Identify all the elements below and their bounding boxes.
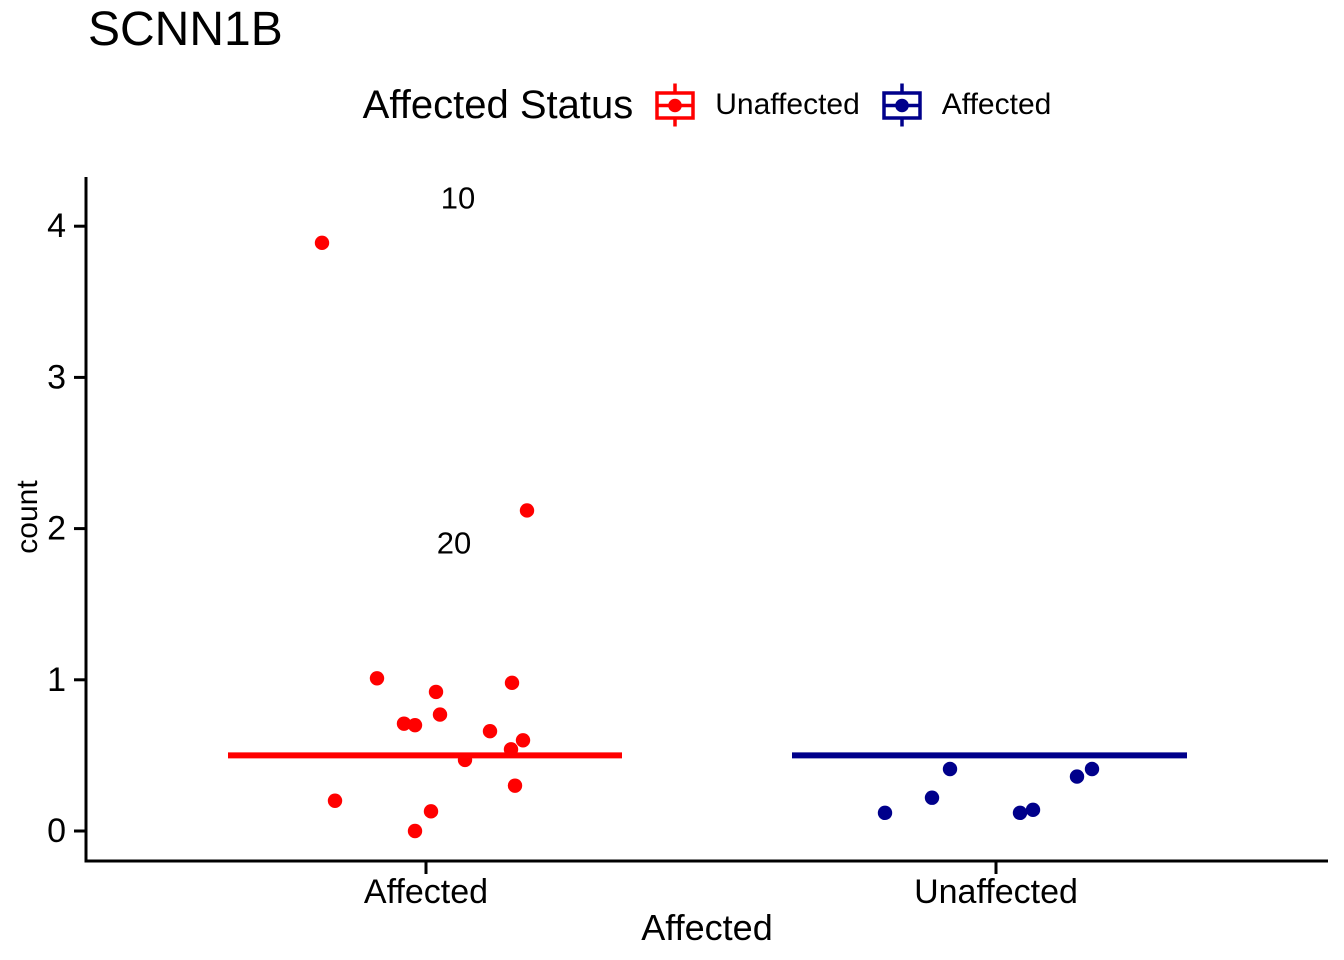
x-tick-label: Affected xyxy=(364,873,488,911)
y-tick-label: 4 xyxy=(47,207,66,245)
annotation-label: 10 xyxy=(441,181,475,216)
legend-title: Affected Status xyxy=(362,83,634,127)
data-point-unaffected xyxy=(432,707,448,722)
boxplot-key-icon xyxy=(655,83,695,127)
data-point-affected xyxy=(877,805,893,821)
data-point-unaffected xyxy=(503,742,519,757)
data-point-unaffected xyxy=(504,675,520,691)
data-point-unaffected xyxy=(482,724,498,739)
data-point-affected xyxy=(1084,761,1100,777)
data-point-unaffected xyxy=(327,793,343,808)
data-point-unaffected xyxy=(515,733,531,748)
data-point-affected xyxy=(924,790,940,805)
data-point-unaffected xyxy=(457,752,473,768)
legend-label-affected: Affected xyxy=(941,88,1052,121)
data-point-unaffected xyxy=(369,671,385,686)
y-tick-label: 1 xyxy=(47,661,66,699)
data-point-unaffected xyxy=(407,717,423,733)
data-point-unaffected xyxy=(314,235,330,251)
data-point-unaffected xyxy=(396,716,412,731)
legend: Affected Status Unaffected Affected xyxy=(86,82,1328,128)
y-tick-label: 2 xyxy=(47,510,66,548)
legend-label-unaffected: Unaffected xyxy=(715,88,860,121)
x-axis-title: Affected xyxy=(641,907,773,948)
data-point-unaffected xyxy=(428,684,444,700)
data-point-unaffected xyxy=(519,503,535,518)
data-point-unaffected xyxy=(423,804,439,819)
y-tick-label: 0 xyxy=(47,812,66,850)
data-point-affected xyxy=(942,761,958,777)
boxplot-key-icon xyxy=(882,83,922,127)
data-point-affected xyxy=(1025,802,1041,818)
legend-item-affected: Affected xyxy=(882,82,1052,128)
y-tick-label: 3 xyxy=(47,358,66,396)
data-point-unaffected xyxy=(507,778,523,793)
data-point-affected xyxy=(1069,769,1085,784)
data-point-unaffected xyxy=(407,823,423,839)
plot-title: SCNN1B xyxy=(88,3,283,56)
x-tick-label: Unaffected xyxy=(914,873,1078,911)
legend-item-unaffected: Unaffected xyxy=(655,82,860,128)
annotation-label: 20 xyxy=(437,526,471,561)
data-point-affected xyxy=(1012,805,1028,821)
